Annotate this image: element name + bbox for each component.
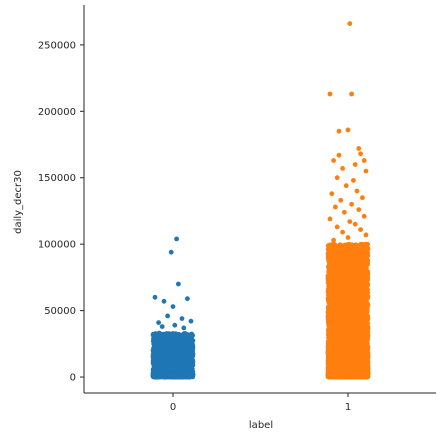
data-point [163,374,168,380]
data-point [156,340,162,345]
data-point [170,343,176,348]
data-point [176,334,182,340]
data-point [161,354,167,360]
data-point [172,333,178,339]
data-point [166,367,171,372]
outlier-point [185,296,190,302]
outlier-point [176,281,181,287]
data-point [167,372,173,378]
data-point [177,354,183,359]
data-points [150,21,371,380]
data-point [151,372,157,378]
data-point [183,340,189,345]
data-point [187,350,193,356]
data-point [155,363,161,368]
data-point [171,350,177,356]
series-0-points [150,236,196,380]
data-point [166,332,172,338]
data-point [180,365,186,371]
data-point [164,336,170,342]
data-point [181,357,187,363]
data-point [169,361,175,366]
data-point [165,352,170,357]
data-point [156,351,161,357]
outlier-point [159,324,165,329]
outlier-point [172,322,178,328]
data-point [174,364,180,370]
data-point [176,374,182,379]
outlier-point [170,304,176,309]
outlier-point [174,236,180,242]
data-point [188,363,194,369]
data-point [176,340,181,346]
outlier-point [156,320,162,325]
outlier-point [179,316,185,321]
data-point [183,353,188,359]
data-point [185,372,191,378]
outlier-point [152,294,158,300]
outlier-point [165,313,171,319]
outlier-point [181,325,187,331]
series-1-points [325,21,371,380]
outlier-point [188,318,194,324]
data-point [161,341,167,347]
data-point [156,330,162,336]
data-point [189,356,195,362]
data-point [188,333,194,339]
outlier-point [168,249,174,255]
outlier-point [161,298,167,304]
data-point [180,345,186,351]
data-point [152,353,158,358]
data-point [151,332,157,338]
data-point [155,345,161,350]
